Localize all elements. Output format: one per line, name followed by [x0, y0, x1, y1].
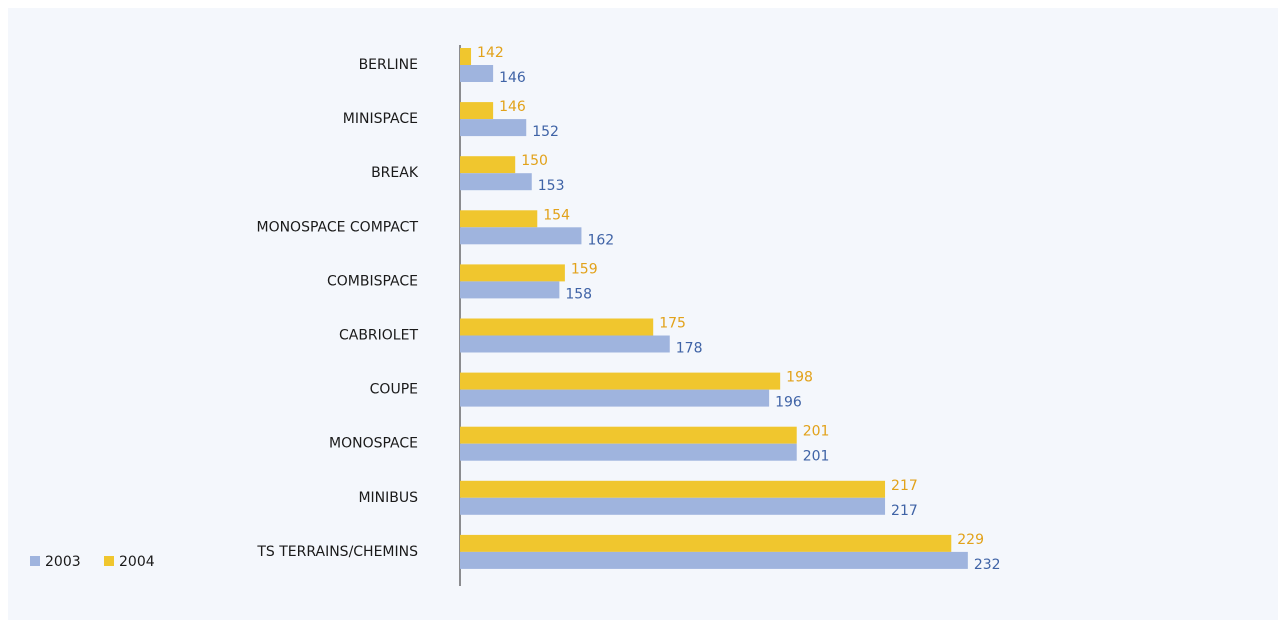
bar — [460, 119, 527, 137]
value-label: 217 — [891, 478, 918, 494]
category-label: TS TERRAINS/CHEMINS — [256, 544, 418, 560]
value-label: 178 — [676, 341, 703, 357]
value-label: 198 — [786, 370, 813, 386]
bar — [460, 264, 565, 282]
bar — [460, 65, 494, 82]
category-label: BERLINE — [359, 57, 418, 73]
category-label: BREAK — [371, 165, 419, 181]
bar — [460, 318, 654, 336]
bar — [460, 480, 886, 498]
bar — [460, 210, 538, 228]
bar — [460, 173, 532, 191]
value-label: 229 — [957, 532, 984, 548]
category-label: MINIBUS — [358, 490, 418, 506]
bar — [460, 156, 516, 174]
value-label: 152 — [532, 124, 559, 140]
bar — [460, 443, 797, 461]
legend-label: 2003 — [45, 554, 81, 570]
bar — [460, 497, 886, 515]
legend-swatch — [104, 556, 114, 566]
bar — [460, 426, 797, 444]
value-label: 146 — [499, 70, 526, 86]
bar — [460, 281, 560, 299]
value-label: 159 — [571, 261, 598, 277]
value-label: 158 — [565, 286, 592, 302]
bar — [460, 534, 952, 552]
bar — [460, 551, 968, 569]
value-label: 146 — [499, 99, 526, 115]
value-label: 201 — [803, 449, 830, 465]
value-label: 217 — [891, 503, 918, 519]
value-label: 153 — [538, 178, 565, 194]
bar — [460, 48, 472, 65]
value-label: 232 — [974, 557, 1001, 573]
value-label: 150 — [521, 153, 548, 169]
legend-swatch — [30, 556, 40, 566]
category-label: MINISPACE — [343, 111, 418, 127]
bar — [460, 335, 670, 353]
category-label: MONOSPACE COMPACT — [256, 219, 418, 235]
category-label: COMBISPACE — [327, 273, 418, 289]
bar — [460, 372, 781, 390]
category-label: MONOSPACE — [329, 436, 418, 452]
value-label: 201 — [803, 424, 830, 440]
bar — [460, 389, 770, 407]
bar — [460, 102, 494, 120]
bar — [460, 227, 582, 245]
category-label: COUPE — [370, 382, 418, 398]
value-label: 162 — [587, 232, 614, 248]
plot-panel — [8, 8, 1278, 620]
value-label: 142 — [477, 45, 504, 61]
value-label: 196 — [775, 395, 802, 411]
legend-label: 2004 — [119, 554, 155, 570]
value-label: 175 — [659, 316, 686, 332]
value-label: 154 — [543, 207, 570, 223]
category-label: CABRIOLET — [339, 328, 418, 344]
